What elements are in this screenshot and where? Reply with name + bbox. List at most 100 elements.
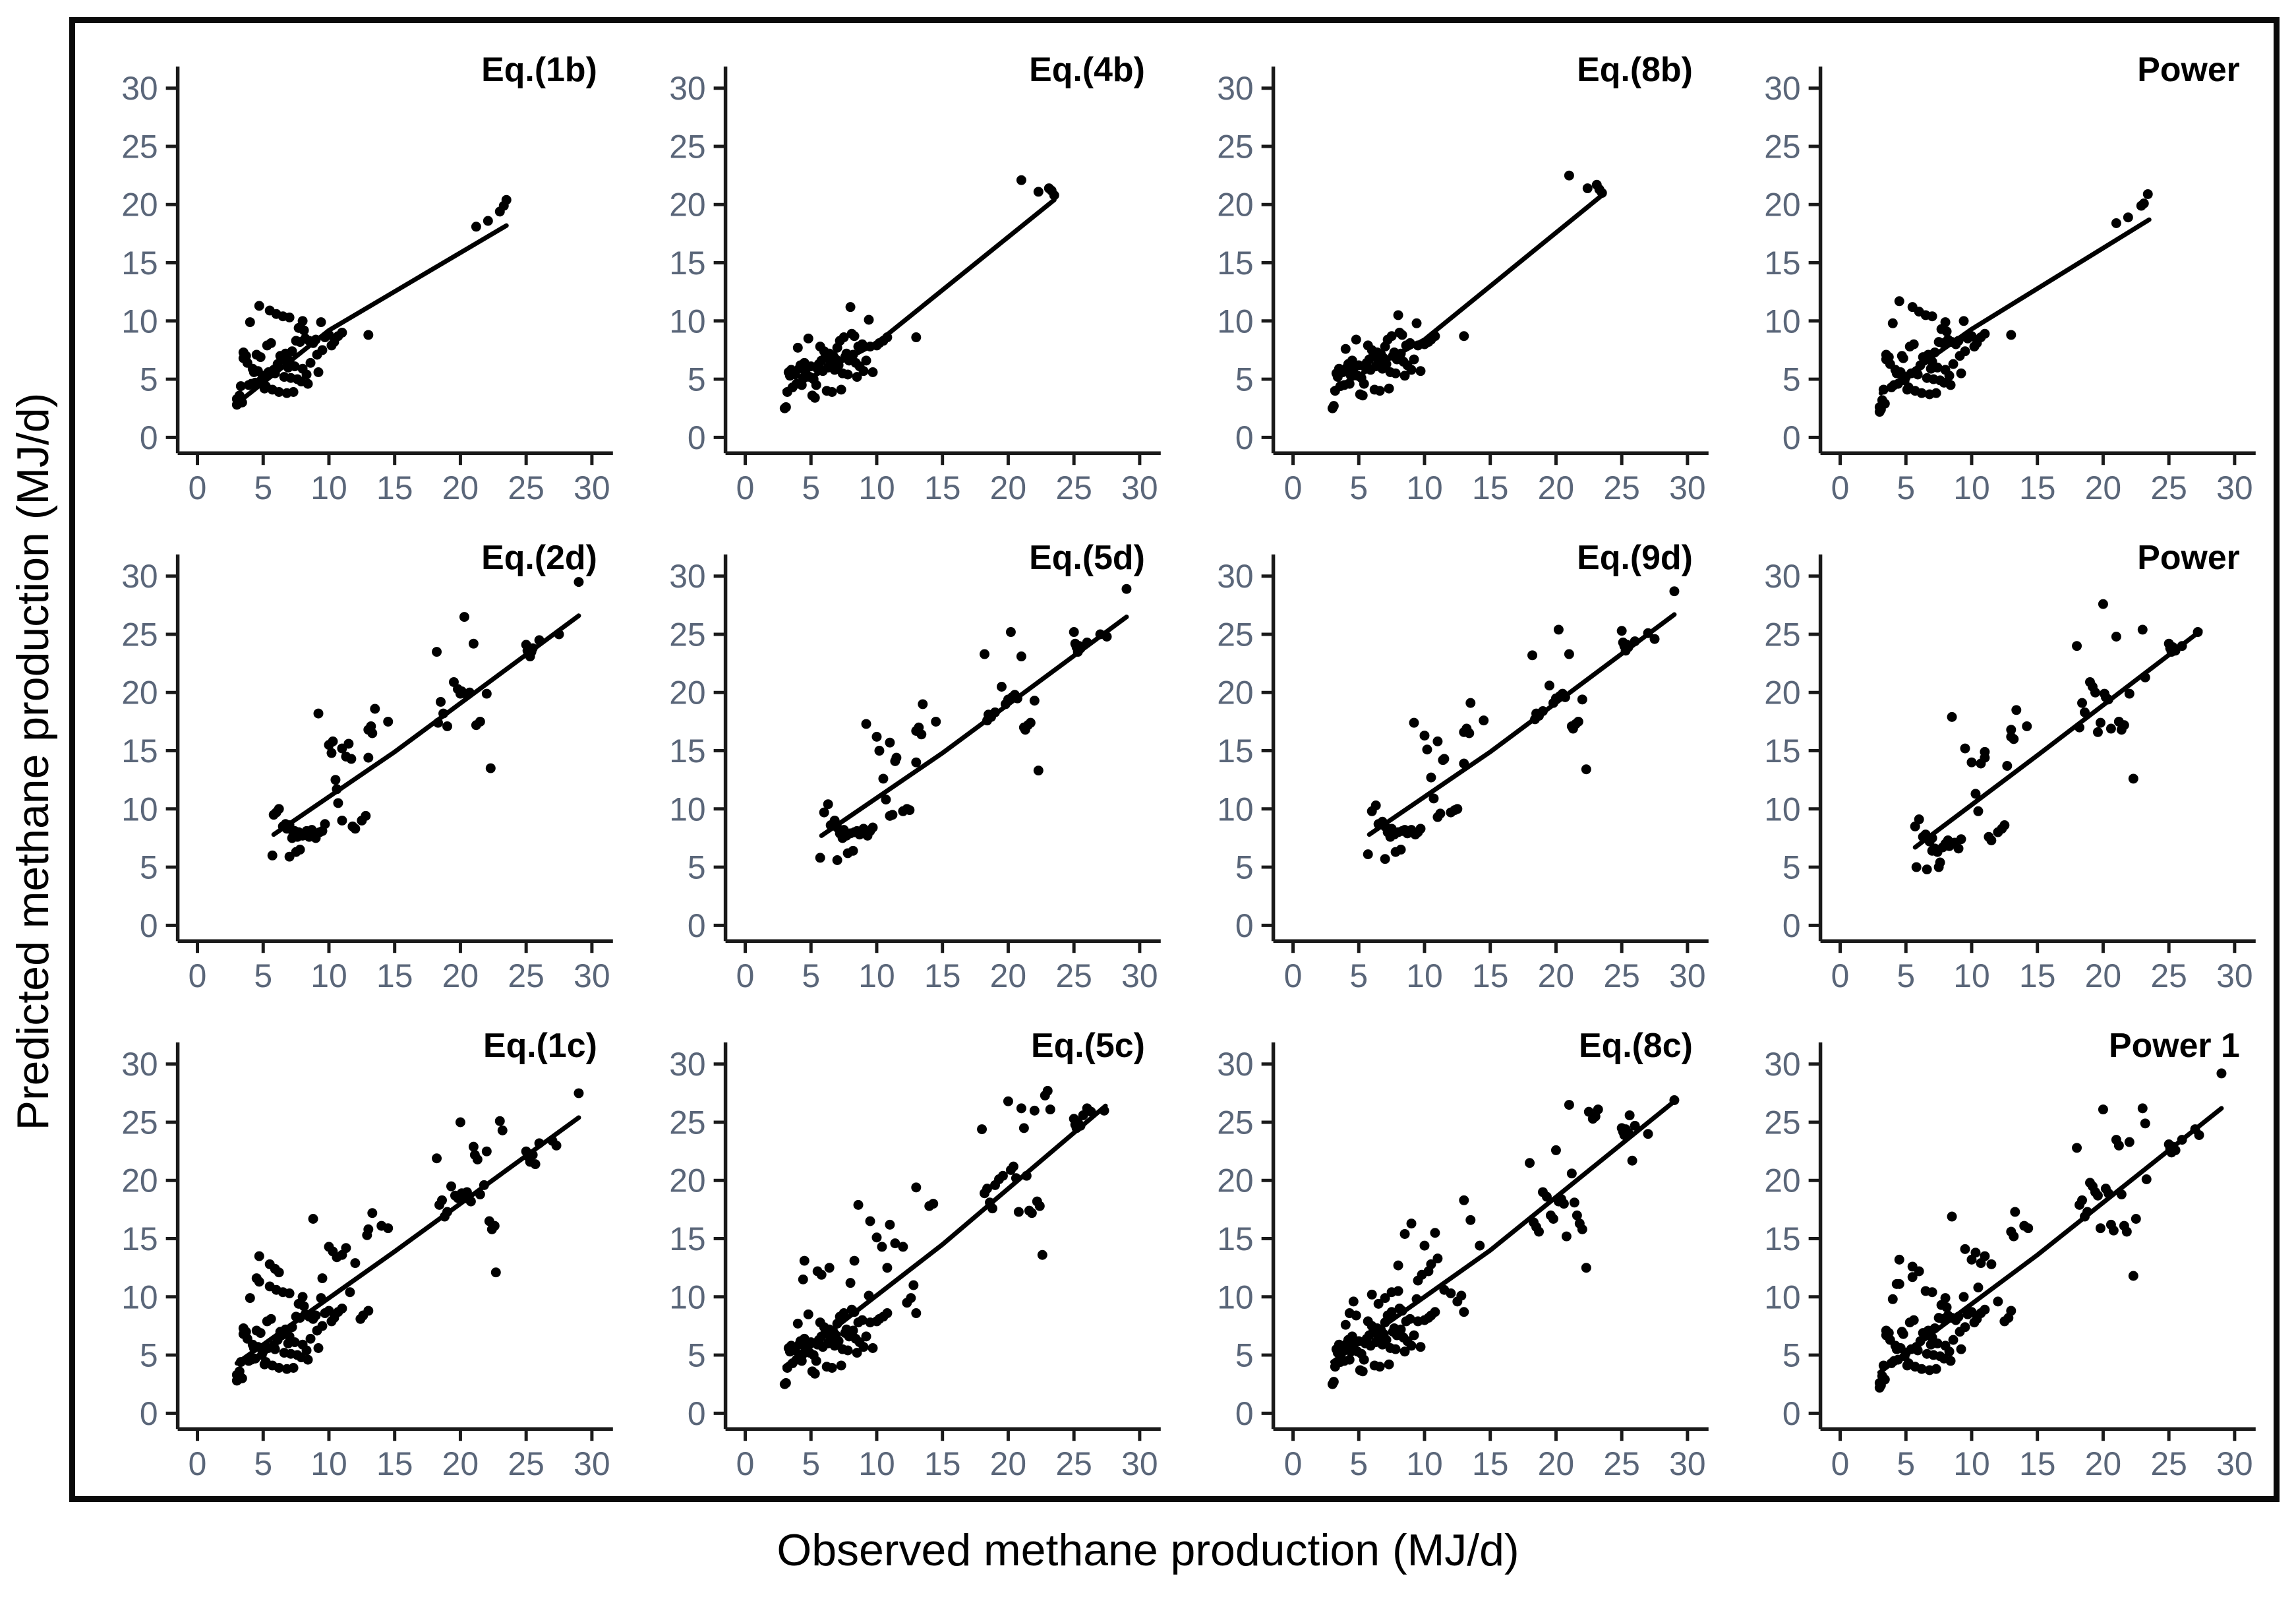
data-point bbox=[2093, 1190, 2104, 1201]
y-tick-label: 20 bbox=[1217, 1162, 1253, 1199]
data-point bbox=[1616, 626, 1627, 636]
data-point bbox=[1021, 1170, 1032, 1181]
panel-title: Eq.(5d) bbox=[1029, 538, 1145, 576]
data-point bbox=[819, 807, 829, 818]
data-point bbox=[1359, 1354, 1369, 1365]
panel-canvas: 00 5 5 10 10 15 15 20 20 25 25 30 30 Power 1 bbox=[1764, 1026, 2256, 1482]
data-point bbox=[1037, 1250, 1047, 1260]
data-point bbox=[310, 1310, 321, 1321]
x-tick-label: 25 bbox=[2151, 1445, 2187, 1482]
data-point bbox=[1544, 680, 1554, 691]
panel-eq-1b: 0 0 5 5 10 10 15 15 20 20 25 25 30 30 Eq.(1b) bbox=[79, 28, 627, 516]
data-point bbox=[1373, 1298, 1384, 1309]
y-tick-label: 30 bbox=[1217, 1046, 1253, 1083]
panel-title: Power 1 bbox=[2109, 1026, 2240, 1064]
trend-line bbox=[1367, 612, 1676, 837]
x-tick-label: 0 bbox=[1283, 957, 1302, 994]
data-point bbox=[459, 612, 469, 622]
y-tick-label: 15 bbox=[669, 1220, 705, 1257]
data-point bbox=[361, 810, 371, 821]
y-tick-label: 25 bbox=[1764, 128, 1800, 165]
data-point bbox=[836, 384, 846, 395]
data-point bbox=[857, 339, 868, 349]
y-tick-label: 0 bbox=[140, 907, 158, 944]
x-tick-label: 15 bbox=[2019, 957, 2055, 994]
y-tick-label: 30 bbox=[1764, 1046, 1800, 1083]
data-point bbox=[1947, 1211, 1957, 1222]
x-tick-label: 20 bbox=[442, 469, 479, 506]
x-tick-label: 0 bbox=[1283, 1445, 1302, 1482]
data-point bbox=[497, 1125, 508, 1135]
data-point bbox=[1980, 328, 1990, 339]
data-point bbox=[363, 330, 374, 340]
y-tick-label: 0 bbox=[1782, 907, 1801, 944]
panel-eq-8c: 0 0 5 5 10 10 15 15 20 20 25 25 30 30 Eq.(8c) bbox=[1175, 1004, 1722, 1492]
data-point bbox=[1099, 1105, 1109, 1116]
data-point bbox=[310, 334, 321, 345]
data-point bbox=[2023, 1223, 2034, 1234]
data-point bbox=[1429, 331, 1440, 342]
data-point bbox=[798, 1274, 808, 1284]
data-point bbox=[358, 1310, 368, 1321]
y-tick-label: 5 bbox=[688, 361, 706, 398]
y-tick-label: 20 bbox=[1217, 187, 1253, 224]
data-point bbox=[868, 367, 878, 377]
data-point bbox=[274, 387, 284, 397]
x-tick-label: 25 bbox=[1603, 957, 1639, 994]
data-point bbox=[833, 360, 844, 371]
data-point bbox=[849, 1255, 860, 1266]
y-tick-label: 10 bbox=[1764, 791, 1800, 828]
data-point bbox=[852, 372, 862, 382]
data-point bbox=[1527, 650, 1537, 661]
data-point bbox=[299, 325, 309, 336]
data-point bbox=[904, 805, 915, 816]
data-point bbox=[1932, 362, 1943, 373]
data-point bbox=[2122, 1226, 2133, 1237]
data-point bbox=[299, 1301, 309, 1311]
data-point bbox=[305, 1333, 316, 1344]
data-point bbox=[1953, 336, 1964, 346]
data-point bbox=[832, 855, 842, 865]
data-point bbox=[1425, 772, 1436, 783]
data-point bbox=[861, 719, 871, 729]
data-point bbox=[982, 1184, 992, 1194]
y-tick-label: 10 bbox=[669, 791, 705, 828]
data-point bbox=[868, 822, 878, 833]
x-tick-label: 0 bbox=[1831, 469, 1850, 506]
x-axis-label: Observed methane production (MJ/d) bbox=[777, 1525, 1519, 1575]
x-tick-label: 0 bbox=[1831, 957, 1850, 994]
x-tick-label: 5 bbox=[1897, 469, 1916, 506]
data-point bbox=[853, 1199, 864, 1210]
panel-title: Eq.(8b) bbox=[1577, 50, 1693, 88]
data-point bbox=[2125, 688, 2135, 699]
x-tick-label: 0 bbox=[736, 469, 754, 506]
data-point bbox=[1980, 1304, 1990, 1315]
data-point bbox=[494, 1116, 505, 1126]
x-tick-label: 5 bbox=[1897, 957, 1916, 994]
data-point bbox=[2082, 1207, 2093, 1217]
panel-title: Eq.(4b) bbox=[1029, 50, 1145, 88]
x-tick-label: 20 bbox=[989, 957, 1026, 994]
data-point bbox=[1929, 347, 1940, 357]
x-tick-label: 15 bbox=[376, 469, 413, 506]
data-point bbox=[1649, 634, 1660, 644]
data-point bbox=[317, 345, 328, 355]
data-point bbox=[1399, 1346, 1410, 1357]
data-point bbox=[370, 704, 380, 714]
data-point bbox=[1966, 331, 1977, 342]
data-point bbox=[885, 1219, 895, 1230]
x-tick-label: 30 bbox=[2216, 469, 2252, 506]
data-point bbox=[871, 731, 882, 742]
data-point bbox=[468, 1141, 479, 1152]
data-point bbox=[301, 1345, 312, 1356]
data-point bbox=[890, 1238, 900, 1249]
data-point bbox=[270, 368, 280, 378]
x-tick-label: 25 bbox=[2151, 469, 2187, 506]
data-point bbox=[267, 850, 278, 860]
data-point bbox=[481, 1146, 492, 1157]
x-tick-label: 25 bbox=[2151, 957, 2187, 994]
data-point bbox=[908, 1280, 919, 1290]
data-point bbox=[1945, 1356, 1956, 1366]
data-point bbox=[465, 1196, 476, 1207]
data-point bbox=[887, 810, 898, 820]
